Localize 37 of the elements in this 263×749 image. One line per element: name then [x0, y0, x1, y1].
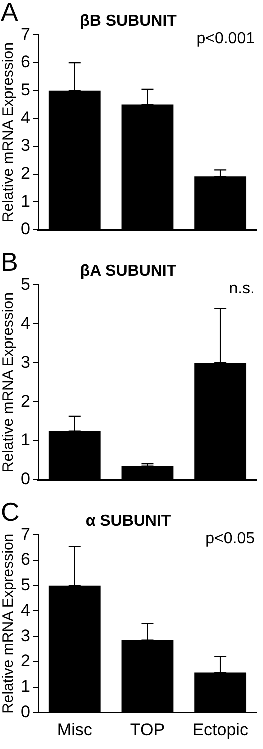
y-tick-label: 6: [20, 550, 30, 570]
annotation: p<0.05: [206, 530, 256, 548]
y-tick-label: 0: [20, 702, 30, 722]
y-tick-label: 0: [20, 470, 30, 489]
y-tick-label: 0: [20, 220, 30, 239]
y-tick-label: 1: [20, 676, 30, 696]
y-axis-title: Relative mRNA Expression: [0, 292, 18, 473]
y-tick-label: 4: [20, 108, 30, 128]
y-tick-label: 6: [20, 52, 30, 72]
y-tick-label: 3: [20, 352, 30, 372]
x-tick-label: Ectopic: [192, 720, 249, 740]
annotation: p<0.001: [196, 30, 256, 48]
y-tick-label: 2: [20, 164, 30, 184]
y-axis-title: Relative mRNA Expression: [0, 42, 18, 223]
text: A: [1, 0, 19, 28]
text: B: [1, 247, 18, 278]
chart-title: α SUBUNIT: [86, 513, 172, 530]
chart-title: βB SUBUNIT: [80, 13, 178, 30]
y-tick-label: 1: [20, 430, 30, 450]
y-tick-label: 2: [20, 652, 30, 671]
y-tick-label: 5: [20, 80, 30, 100]
y-tick-label: 3: [20, 136, 30, 156]
chart-title: βA SUBUNIT: [80, 263, 177, 280]
text: C: [1, 497, 20, 528]
y-tick-label: 4: [20, 314, 30, 333]
y-tick-label: 7: [20, 524, 30, 544]
x-tick-label: TOP: [130, 720, 166, 740]
y-tick-label: 2: [20, 392, 30, 411]
y-tick-label: 5: [20, 274, 30, 294]
y-tick-label: 7: [20, 24, 30, 44]
y-axis-title: Relative mRNA Expression: [0, 534, 18, 714]
y-tick-label: 4: [20, 600, 30, 620]
y-tick-label: 3: [20, 626, 30, 646]
y-tick-label: 5: [20, 576, 30, 595]
y-tick-label: 1: [20, 192, 30, 211]
x-tick-label: Misc: [57, 720, 93, 740]
annotation: n.s.: [229, 280, 255, 298]
